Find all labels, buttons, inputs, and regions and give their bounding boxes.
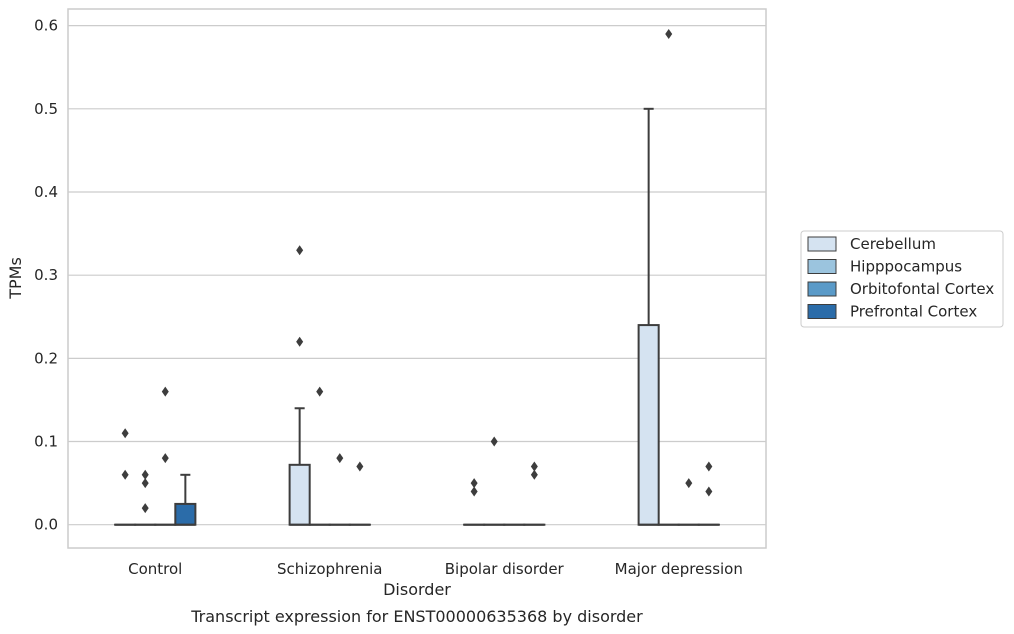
- box-group: [657, 28, 680, 526]
- box-group: [523, 461, 546, 526]
- outlier-point: [141, 469, 149, 480]
- outlier-point: [470, 486, 478, 497]
- x-axis-ticks: Control Schizophrenia Bipolar disorder Majo…: [128, 560, 743, 578]
- outlier-point: [121, 469, 129, 480]
- y-axis-label: TPMs: [6, 257, 25, 300]
- box: [288, 463, 311, 526]
- legend-label: Hipppocampus: [850, 258, 962, 276]
- outlier-point: [296, 336, 304, 347]
- outlier-point: [705, 461, 713, 472]
- box: [637, 324, 660, 526]
- legend-swatch: [807, 304, 837, 319]
- outlier-point: [141, 478, 149, 489]
- box-group: [154, 386, 177, 526]
- legend-swatch: [807, 281, 837, 297]
- y-tick-label: 0.4: [34, 183, 58, 201]
- y-tick-label: 0.6: [34, 17, 58, 35]
- y-axis-ticks: 0.0 0.1 0.2 0.3 0.4 0.5 0.6: [34, 17, 58, 534]
- legend-label: Prefrontal Cortex: [850, 303, 977, 321]
- outlier-point: [665, 28, 673, 39]
- box-group: [697, 461, 720, 526]
- x-tick-label: Major depression: [615, 560, 743, 578]
- grid-lines: [68, 25, 766, 526]
- outlier-point: [336, 453, 344, 464]
- outlier-point: [705, 486, 713, 497]
- x-tick-label: Schizophrenia: [277, 560, 382, 578]
- legend-label: Orbitofontal Cortex: [850, 280, 994, 298]
- outlier-point: [490, 436, 498, 447]
- box: [174, 502, 197, 526]
- outlier-point: [296, 245, 304, 256]
- box-group: [463, 478, 486, 526]
- legend-label: Cerebellum: [850, 235, 936, 253]
- x-tick-label: Bipolar disorder: [445, 560, 565, 578]
- outlier-point: [685, 478, 693, 489]
- box-group: [348, 461, 371, 526]
- outlier-point: [141, 503, 149, 514]
- y-tick-label: 0.2: [34, 349, 58, 367]
- outlier-point: [161, 453, 169, 464]
- y-tick-label: 0.0: [34, 516, 58, 534]
- box-group: [134, 469, 157, 526]
- outlier-point: [530, 461, 538, 472]
- legend-frame: [800, 230, 1004, 328]
- plot-area: [114, 28, 720, 526]
- box-group: [174, 473, 197, 526]
- plot-frame: [67, 8, 767, 549]
- outlier-point: [530, 469, 538, 480]
- outlier-point: [121, 428, 129, 439]
- y-tick-label: 0.3: [34, 266, 58, 284]
- figure-caption: Transcript expression for ENST0000063536…: [190, 607, 643, 626]
- box-group: [114, 428, 137, 526]
- y-tick-label: 0.5: [34, 100, 58, 118]
- box-group: [677, 478, 700, 526]
- box-group: [288, 245, 311, 526]
- legend-swatch: [807, 236, 837, 252]
- y-tick-label: 0.1: [34, 433, 58, 451]
- legend: Cerebellum Hipppocampus Orbitofontal Corte…: [800, 230, 1004, 328]
- box-group: [637, 107, 660, 526]
- legend-items: Cerebellum Hipppocampus Orbitofontal Corte…: [807, 235, 994, 321]
- x-tick-label: Control: [128, 560, 182, 578]
- outlier-point: [356, 461, 364, 472]
- x-axis-label: Disorder: [383, 580, 451, 599]
- outlier-point: [470, 478, 478, 489]
- box-group: [328, 453, 351, 526]
- box-group: [483, 436, 506, 526]
- outlier-point: [161, 386, 169, 397]
- outlier-point: [316, 386, 324, 397]
- box-group: [308, 386, 331, 526]
- legend-swatch: [807, 259, 837, 274]
